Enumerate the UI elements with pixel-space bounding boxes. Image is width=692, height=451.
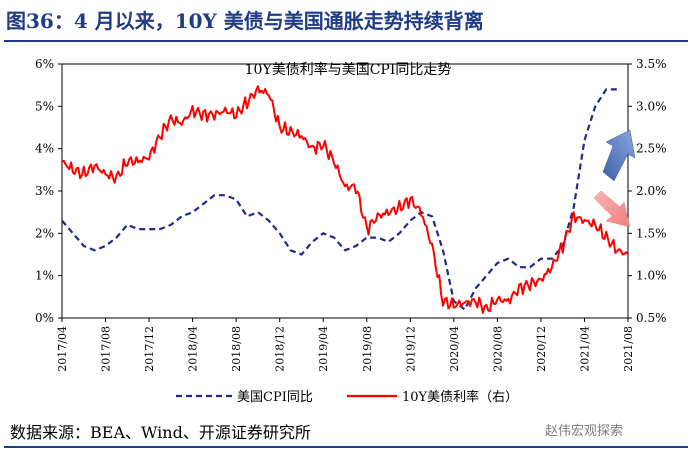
right-axis: 0.5% 1.0% 1.5% 2.0% 2.5% 3.0% 3.5% xyxy=(628,57,667,325)
x-tick-label: 2020/04 xyxy=(448,326,461,372)
right-tick-label: 3.5% xyxy=(636,57,667,71)
right-tick-label: 1.5% xyxy=(636,226,667,240)
right-tick-label: 2.5% xyxy=(636,142,667,156)
x-tick-label: 2018/04 xyxy=(187,326,200,372)
series-layer xyxy=(61,85,629,314)
bottom-rule xyxy=(4,446,688,448)
left-tick-label: 2% xyxy=(35,226,54,240)
right-tick-label: 1.0% xyxy=(636,269,667,283)
right-tick-label: 0.5% xyxy=(636,311,667,325)
x-tick-label: 2019/08 xyxy=(361,326,374,372)
legend-cpi-label: 美国CPI同比 xyxy=(237,390,313,405)
left-tick-label: 5% xyxy=(35,99,54,113)
x-tick-label: 2021/08 xyxy=(622,326,635,372)
series-bond-10y-line xyxy=(61,85,629,314)
left-tick-label: 3% xyxy=(35,184,54,198)
source-note: 数据来源：BEA、Wind、开源证券研究所 xyxy=(10,423,311,442)
left-tick-label: 4% xyxy=(35,142,54,156)
right-tick-label: 3.0% xyxy=(636,99,667,113)
chart-title: 10Y美债利率与美国CPI同比走势 xyxy=(245,61,452,78)
x-tick-label: 2017/12 xyxy=(143,326,156,372)
legend: 美国CPI同比 10Y美债利率（右） xyxy=(176,389,518,405)
x-tick-label: 2020/08 xyxy=(491,326,504,372)
right-tick-label: 2.0% xyxy=(636,184,667,198)
x-tick-label: 2017/04 xyxy=(56,326,69,372)
left-tick-label: 0% xyxy=(35,311,54,325)
x-tick-label: 2019/04 xyxy=(317,326,330,372)
up-arrow-icon xyxy=(602,129,636,182)
x-tick-label: 2017/08 xyxy=(100,326,113,372)
x-tick-label: 2020/12 xyxy=(535,326,548,372)
left-tick-label: 1% xyxy=(35,269,54,283)
x-tick-label: 2019/12 xyxy=(404,326,417,372)
down-arrow-icon xyxy=(593,190,631,228)
left-axis: 0% 1% 2% 3% 4% 5% 6% xyxy=(35,57,62,325)
left-tick-label: 6% xyxy=(35,57,54,71)
title-rule xyxy=(4,40,688,42)
watermark: 赵伟宏观探索 xyxy=(545,424,624,439)
x-tick-label: 2018/08 xyxy=(230,326,243,372)
annotation-layer xyxy=(593,129,636,228)
x-tick-label: 2018/12 xyxy=(274,326,287,372)
x-tick-label: 2021/04 xyxy=(578,326,591,372)
x-axis: 2017/04 2017/08 2017/12 2018/04 2018/08 2018/… xyxy=(56,318,635,372)
figure-title: 图36：4 月以来，10Y 美债与美国通胀走势持续背离 xyxy=(6,9,484,33)
series-cpi-line xyxy=(61,88,618,311)
legend-bond-label: 10Y美债利率（右） xyxy=(402,389,518,405)
